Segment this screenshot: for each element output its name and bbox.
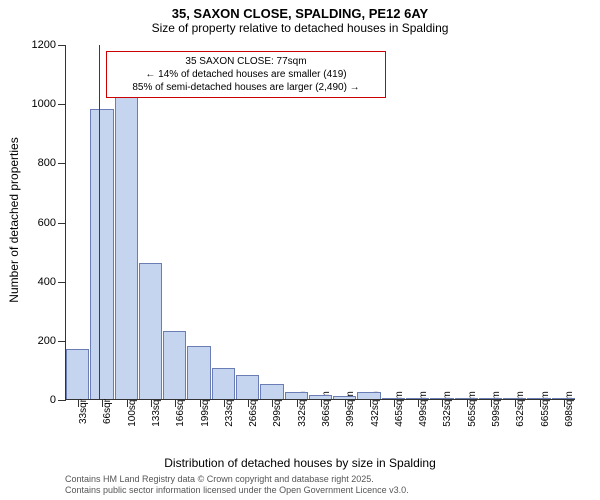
x-tick-label: 632sqm: [515, 391, 526, 427]
x-tick-label: 665sqm: [540, 391, 551, 427]
chart-container: 35, SAXON CLOSE, SPALDING, PE12 6AY Size…: [0, 0, 600, 500]
histogram-bar: [309, 395, 332, 399]
x-tick-label: 698sqm: [564, 391, 575, 427]
plot-area: 02004006008001000120033sqm66sqm100sqm133…: [65, 45, 575, 400]
y-tick-label: 400: [38, 276, 56, 288]
histogram-bar: [115, 97, 138, 399]
chart-title-sub: Size of property relative to detached ho…: [0, 21, 600, 39]
histogram-bar: [552, 398, 575, 399]
annotation-line-1: 35 SAXON CLOSE: 77sqm: [113, 55, 379, 68]
y-tick: [58, 400, 66, 401]
histogram-bar: [503, 398, 526, 399]
histogram-bar: [479, 398, 502, 399]
histogram-bar: [430, 398, 453, 399]
histogram-bar: [455, 398, 478, 399]
annotation-line-3: 85% of semi-detached houses are larger (…: [113, 81, 379, 94]
y-tick: [58, 45, 66, 46]
histogram-bar: [139, 263, 162, 399]
y-tick: [58, 341, 66, 342]
histogram-bar: [187, 346, 210, 399]
histogram-bar: [236, 375, 259, 399]
y-tick: [58, 163, 66, 164]
y-tick-label: 600: [38, 217, 56, 229]
y-tick-label: 0: [50, 394, 56, 406]
x-axis-label: Distribution of detached houses by size …: [164, 456, 436, 470]
y-tick: [58, 104, 66, 105]
annotation-box: 35 SAXON CLOSE: 77sqm ← 14% of detached …: [106, 51, 386, 98]
footer-line-1: Contains HM Land Registry data © Crown c…: [65, 474, 409, 485]
footer-attribution: Contains HM Land Registry data © Crown c…: [65, 474, 409, 496]
histogram-bar: [260, 384, 283, 399]
x-tick-label: 532sqm: [442, 391, 453, 427]
footer-line-2: Contains public sector information licen…: [65, 485, 409, 496]
chart-title-main: 35, SAXON CLOSE, SPALDING, PE12 6AY: [0, 0, 600, 21]
histogram-bar: [212, 368, 235, 399]
histogram-bar: [163, 331, 186, 399]
x-tick-label: 565sqm: [467, 391, 478, 427]
y-tick-label: 1000: [32, 98, 56, 110]
x-tick-label: 599sqm: [491, 391, 502, 427]
histogram-bar: [357, 392, 380, 399]
histogram-bar: [285, 392, 308, 399]
y-tick: [58, 282, 66, 283]
y-axis-label: Number of detached properties: [7, 137, 21, 302]
histogram-bar: [333, 396, 356, 399]
y-tick-label: 800: [38, 157, 56, 169]
y-tick: [58, 223, 66, 224]
annotation-line-2: ← 14% of detached houses are smaller (41…: [113, 68, 379, 81]
histogram-bar: [66, 349, 89, 399]
histogram-bar: [90, 109, 113, 399]
y-tick-label: 1200: [32, 39, 56, 51]
y-tick-label: 200: [38, 335, 56, 347]
histogram-bar: [406, 398, 429, 399]
histogram-bar: [382, 398, 405, 399]
histogram-bar: [527, 398, 550, 399]
property-marker-line: [99, 45, 101, 399]
x-tick-label: 499sqm: [418, 391, 429, 427]
